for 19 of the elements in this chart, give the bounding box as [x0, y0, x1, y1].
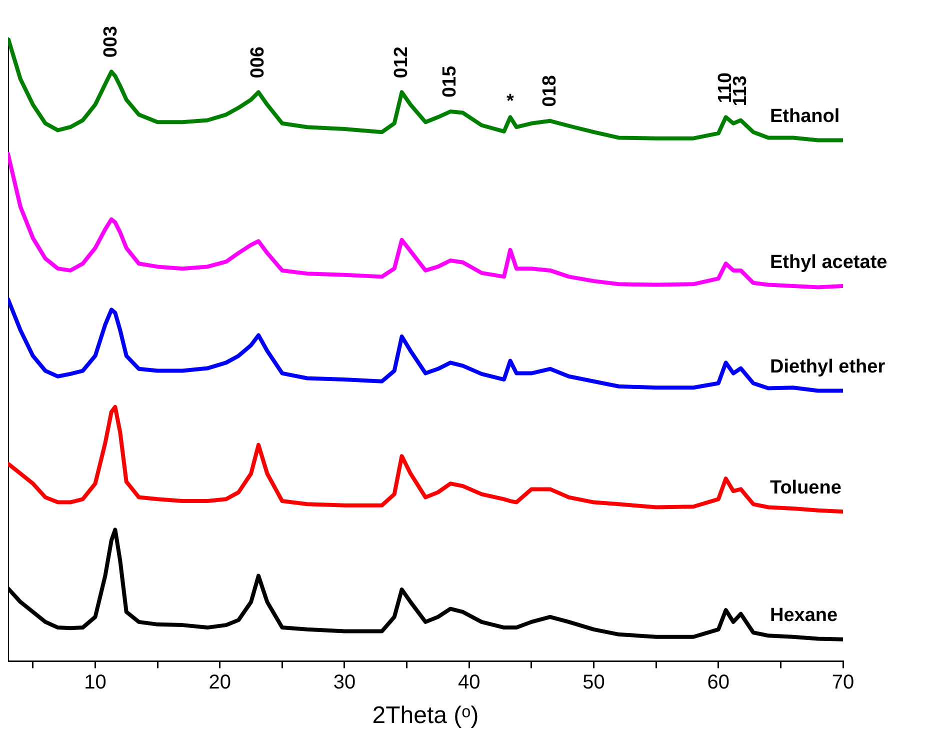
x-tick-label: 40 — [458, 672, 480, 694]
series-label: Ethanol — [770, 106, 840, 127]
x-axis-title: 2Theta (ᵒ) — [372, 702, 479, 730]
annotation: 006 — [248, 46, 269, 78]
series-label: Ethyl acetate — [770, 252, 888, 273]
annotation: 003 — [100, 26, 122, 58]
series-label: Diethyl ether — [770, 356, 886, 378]
annotation: 018 — [539, 75, 560, 107]
series-label: Hexane — [770, 605, 838, 626]
annotation: 015 — [440, 65, 461, 98]
x-tick-label: 30 — [333, 672, 356, 694]
annotation: * — [506, 90, 515, 112]
x-tick-label: 60 — [707, 672, 730, 694]
x-tick-label: 50 — [582, 672, 605, 694]
series-label: Toluene — [770, 477, 842, 498]
x-tick-label: 20 — [208, 672, 231, 694]
x-tick-label: 70 — [832, 672, 854, 694]
x-tick-label: 10 — [84, 672, 106, 694]
annotation: 012 — [391, 46, 412, 78]
